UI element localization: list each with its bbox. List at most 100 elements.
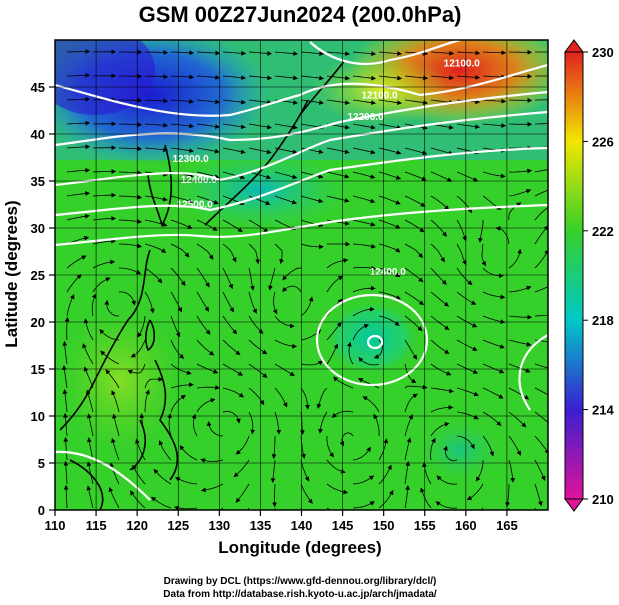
streamline — [99, 328, 120, 341]
streamline — [508, 202, 522, 221]
streamline — [404, 171, 427, 181]
streamline — [170, 99, 195, 104]
y-tick-label: 25 — [31, 268, 45, 283]
streamline — [222, 387, 245, 398]
streamline — [404, 414, 413, 437]
streamline — [83, 318, 94, 341]
contour-label: 12400.0 — [370, 267, 407, 278]
streamline — [300, 51, 325, 57]
streamline — [352, 285, 376, 293]
streamline — [92, 169, 117, 174]
streamline — [222, 50, 247, 56]
streamline — [175, 477, 198, 485]
streamline — [86, 485, 94, 509]
streamline — [119, 97, 143, 103]
streamline — [82, 343, 94, 365]
streamline — [456, 387, 479, 397]
streamline — [339, 432, 354, 447]
streamline — [112, 413, 120, 437]
streamline — [248, 267, 255, 291]
streamline — [430, 315, 450, 331]
streamline — [170, 219, 193, 229]
streamline — [222, 410, 241, 424]
streamline — [404, 243, 424, 259]
streamline — [300, 99, 324, 105]
streamline — [274, 411, 282, 435]
contour-12100 — [55, 63, 548, 117]
credit-data: Data from http://database.rish.kyoto-u.a… — [163, 589, 437, 600]
streamline — [274, 51, 299, 56]
streamline — [482, 50, 507, 56]
contour-label: 12500.0 — [177, 199, 214, 210]
streamline — [331, 410, 354, 418]
x-axis-ticks: 110 115 120 125 130 135 140 145 150 155 160 165 — [45, 510, 518, 533]
streamline — [326, 322, 342, 341]
warm-patch-philippines — [60, 310, 180, 450]
y-tick-label: 0 — [38, 503, 45, 518]
streamline — [326, 435, 334, 458]
streamline — [420, 487, 432, 509]
streamline — [118, 291, 136, 306]
streamline — [482, 291, 506, 300]
streamline — [482, 363, 505, 374]
streamline — [378, 243, 401, 253]
streamline — [326, 75, 351, 81]
y-tick-label: 20 — [31, 315, 45, 330]
contour-label: 12300.0 — [172, 154, 209, 165]
streamline — [196, 123, 220, 129]
streamline — [404, 393, 418, 413]
streamline — [404, 219, 425, 233]
streamline — [352, 195, 376, 204]
streamline — [144, 147, 169, 153]
streamline — [118, 194, 143, 200]
y-tick-label: 45 — [31, 80, 45, 95]
y-tick-label: 15 — [31, 362, 45, 377]
x-tick-label: 155 — [414, 518, 436, 533]
streamline — [430, 437, 436, 461]
streamline — [100, 350, 120, 365]
streamline — [118, 170, 143, 176]
streamline — [66, 144, 91, 150]
x-tick-label: 130 — [208, 518, 230, 533]
streamline — [62, 365, 68, 389]
streamline — [274, 75, 299, 81]
streamline — [222, 147, 246, 155]
streamline — [430, 267, 447, 285]
streamline — [222, 219, 243, 233]
streamline — [300, 387, 310, 410]
streamline — [92, 216, 117, 221]
streamline — [430, 387, 454, 394]
streamline — [111, 437, 120, 461]
streamline — [346, 341, 354, 365]
streamline — [170, 363, 192, 375]
map-title: GSM 00Z27Jun2024 (200.0hPa) — [138, 2, 462, 27]
streamline — [352, 446, 371, 461]
streamline — [104, 299, 120, 317]
streamline — [274, 195, 297, 205]
streamline — [66, 73, 91, 78]
streamline — [222, 291, 234, 313]
streamline — [92, 238, 116, 245]
streamline — [534, 435, 548, 455]
streamline — [248, 243, 260, 265]
streamline — [404, 437, 412, 461]
streamline — [66, 255, 87, 269]
x-tick-label: 115 — [86, 518, 107, 533]
streamline — [300, 483, 313, 504]
streamline — [378, 99, 402, 106]
streamline — [481, 243, 487, 267]
contour-label: 12200.0 — [348, 112, 385, 123]
streamline — [508, 314, 533, 320]
streamline — [108, 486, 120, 509]
contour-label: 12400.0 — [181, 175, 218, 186]
streamline — [150, 496, 172, 509]
streamline — [508, 387, 530, 400]
streamline — [248, 123, 272, 130]
streamline — [274, 507, 276, 510]
streamline — [83, 366, 94, 389]
contour-12200 — [55, 90, 548, 147]
streamline — [248, 219, 269, 233]
streamline — [191, 413, 198, 437]
streamline — [300, 360, 324, 366]
streamline — [456, 267, 473, 286]
